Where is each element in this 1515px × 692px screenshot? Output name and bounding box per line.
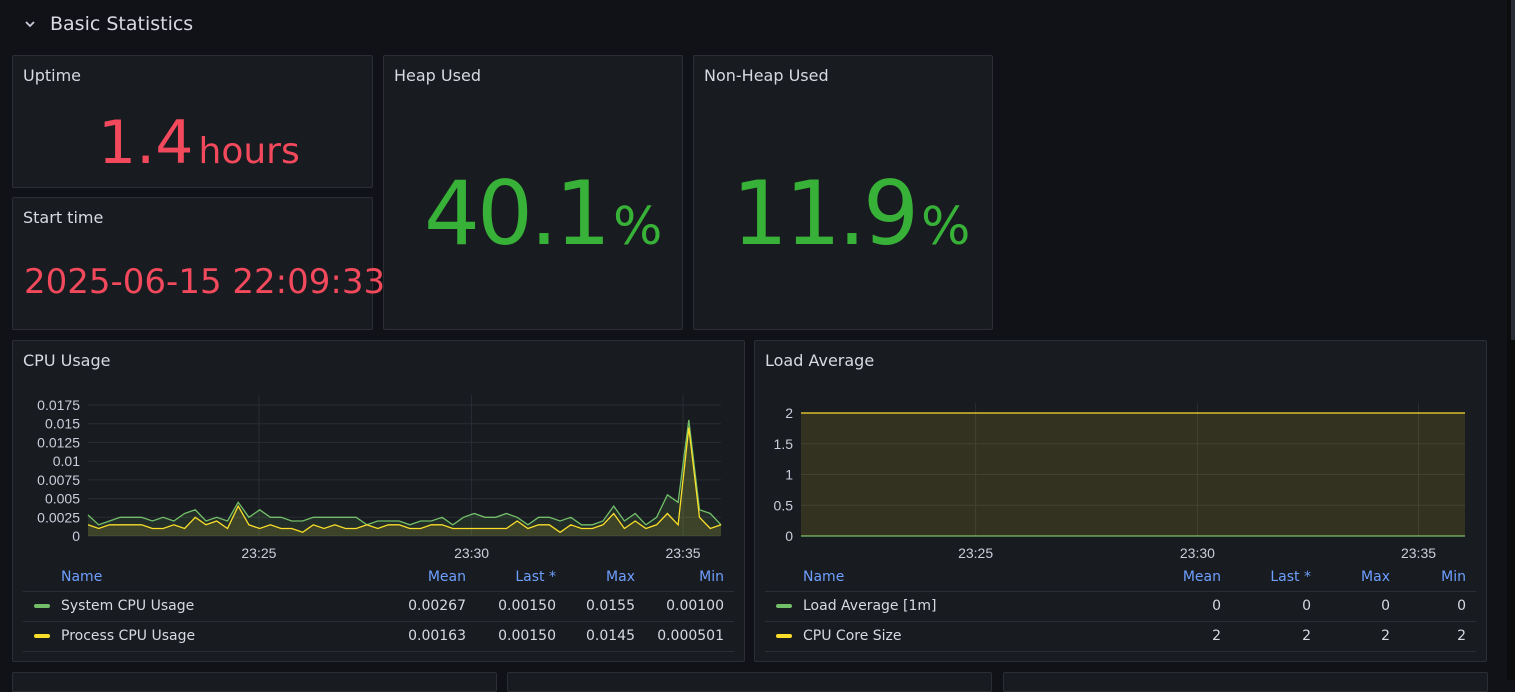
uptime-number: 1.4 xyxy=(98,108,194,178)
nonheap-unit: % xyxy=(921,197,971,257)
legend-divider xyxy=(23,621,734,622)
legend-min: 0 xyxy=(1457,598,1466,614)
y-tick-label: 0.0075 xyxy=(37,472,80,488)
legend-min: 0.000501 xyxy=(657,628,724,644)
y-tick-label: 1 xyxy=(785,467,793,483)
y-tick-label: 1.5 xyxy=(774,436,794,452)
legend-series-name[interactable]: Load Average [1m] xyxy=(803,598,937,614)
y-tick-label: 0 xyxy=(785,528,793,544)
y-tick-label: 0 xyxy=(72,528,80,544)
collapsed-panel-bottom-left xyxy=(12,672,497,692)
x-tick-label: 23:35 xyxy=(665,545,700,561)
chevron-down-icon[interactable] xyxy=(22,16,38,32)
legend-header-mean[interactable]: Mean xyxy=(1182,569,1221,585)
x-tick-label: 23:35 xyxy=(1401,545,1436,561)
legend-header-max[interactable]: Max xyxy=(1361,569,1390,585)
uptime-panel: Uptime 1.4 hours xyxy=(12,55,373,188)
y-tick-label: 0.0125 xyxy=(37,434,80,450)
non-heap-used-value: 11.9 % xyxy=(732,162,970,265)
legend-divider xyxy=(23,651,734,652)
non-heap-used-panel: Non-Heap Used 11.9 % xyxy=(693,55,993,330)
series-line xyxy=(87,419,722,526)
panel-title[interactable]: CPU Usage xyxy=(23,351,111,370)
panel-title[interactable]: Load Average xyxy=(765,351,875,370)
start-time-panel: Start time 2025-06-15 22:09:33 xyxy=(12,197,385,330)
legend-last: 0.00150 xyxy=(498,598,556,614)
nonheap-number: 11.9 xyxy=(732,162,919,265)
series-swatch-yellow xyxy=(776,634,792,638)
legend-min: 2 xyxy=(1457,628,1466,644)
series-swatch-green xyxy=(34,604,50,608)
legend-header-min[interactable]: Min xyxy=(1441,569,1466,585)
panel-title[interactable]: Non-Heap Used xyxy=(704,66,829,85)
legend-header-last[interactable]: Last * xyxy=(1270,569,1311,585)
legend-last: 0 xyxy=(1302,598,1311,614)
legend-header-mean[interactable]: Mean xyxy=(427,569,466,585)
y-tick-label: 0.005 xyxy=(45,491,80,507)
start-time-value: 2025-06-15 22:09:33 xyxy=(24,262,386,302)
panel-title[interactable]: Uptime xyxy=(23,66,82,85)
x-tick-label: 23:30 xyxy=(454,545,489,561)
y-tick-label: 0.015 xyxy=(45,416,80,432)
load-average-panel: Load Average 0 0.5 1 1.5 2 23:25 23:30 23:35 Na… xyxy=(754,340,1487,662)
legend-mean: 0.00163 xyxy=(408,628,466,644)
series-area xyxy=(88,427,721,536)
series-area xyxy=(801,413,1465,536)
legend-divider xyxy=(23,591,734,592)
heap-used-value: 40.1 % xyxy=(424,162,662,265)
panel-title[interactable]: Heap Used xyxy=(394,66,481,85)
y-tick-label: 0.01 xyxy=(53,453,80,469)
uptime-unit: hours xyxy=(198,131,300,172)
legend-divider xyxy=(765,621,1476,622)
series-swatch-green xyxy=(776,604,792,608)
scrollbar-thumb[interactable] xyxy=(1511,0,1515,340)
legend-header-name[interactable]: Name xyxy=(803,569,845,585)
x-tick-label: 23:25 xyxy=(958,545,993,561)
legend-header-min[interactable]: Min xyxy=(699,569,724,585)
heap-number: 40.1 xyxy=(424,162,611,265)
series-line xyxy=(87,427,722,534)
heap-used-panel: Heap Used 40.1 % xyxy=(383,55,683,330)
cpu-usage-panel: CPU Usage 0 0.0025 0.005 0.0075 0.01 0.0125 0.… xyxy=(12,340,745,662)
legend-mean: 2 xyxy=(1212,628,1221,644)
page-scrollbar[interactable] xyxy=(1507,0,1515,680)
legend-mean: 0.00267 xyxy=(408,598,466,614)
y-tick-label: 0.0175 xyxy=(37,397,80,413)
uptime-value: 1.4 hours xyxy=(98,108,300,178)
series-area xyxy=(88,420,721,536)
legend-divider xyxy=(765,651,1476,652)
legend-max: 0.0155 xyxy=(586,598,635,614)
load-average-chart[interactable]: 0 0.5 1 1.5 2 23:25 23:30 23:35 xyxy=(755,341,1488,566)
legend-series-name[interactable]: Process CPU Usage xyxy=(61,628,196,644)
legend-divider xyxy=(765,591,1476,592)
legend-max: 0 xyxy=(1381,598,1390,614)
y-tick-label: 0.5 xyxy=(774,497,794,513)
legend-series-name[interactable]: System CPU Usage xyxy=(61,598,195,614)
heap-unit: % xyxy=(613,197,663,257)
legend-last: 0.00150 xyxy=(498,628,556,644)
legend-min: 0.00100 xyxy=(666,598,724,614)
legend-last: 2 xyxy=(1302,628,1311,644)
cpu-usage-chart[interactable]: 0 0.0025 0.005 0.0075 0.01 0.0125 0.015 0.0175 2… xyxy=(13,341,746,566)
legend-mean: 0 xyxy=(1212,598,1221,614)
legend-header-max[interactable]: Max xyxy=(606,569,635,585)
panel-title[interactable]: Start time xyxy=(23,208,104,227)
legend-max: 0.0145 xyxy=(586,628,635,644)
series-swatch-yellow xyxy=(34,634,50,638)
collapsed-panel-bottom-right xyxy=(1003,672,1488,692)
y-tick-label: 2 xyxy=(785,405,793,421)
legend-header-last[interactable]: Last * xyxy=(515,569,556,585)
legend-header-name[interactable]: Name xyxy=(61,569,103,585)
legend-max: 2 xyxy=(1381,628,1390,644)
collapsed-panel-bottom-middle xyxy=(507,672,992,692)
y-tick-label: 0.0025 xyxy=(37,509,80,525)
row-header-basic-statistics[interactable]: Basic Statistics xyxy=(0,0,1500,50)
x-tick-label: 23:25 xyxy=(241,545,276,561)
legend-series-name[interactable]: CPU Core Size xyxy=(803,628,902,644)
row-title[interactable]: Basic Statistics xyxy=(50,13,194,35)
x-tick-label: 23:30 xyxy=(1180,545,1215,561)
